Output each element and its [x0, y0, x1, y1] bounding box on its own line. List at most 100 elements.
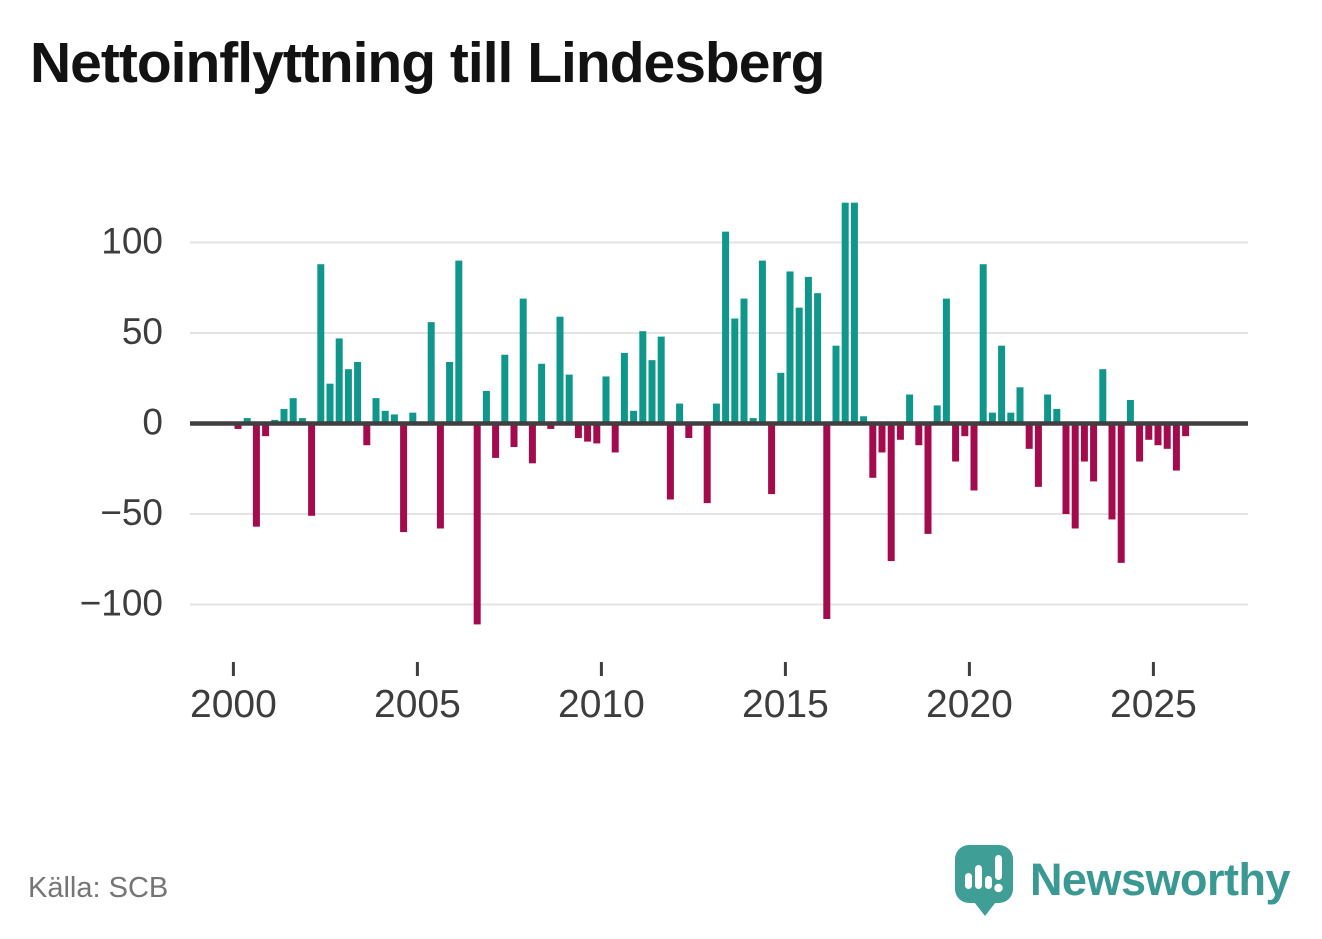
- bar: [1080, 423, 1088, 462]
- bar: [648, 360, 656, 424]
- bar: [574, 423, 582, 438]
- bar: [639, 331, 647, 424]
- bar: [1154, 423, 1162, 446]
- bar: [657, 336, 665, 424]
- bar: [252, 423, 260, 527]
- bar: [354, 361, 362, 424]
- y-tick-label: 50: [122, 311, 163, 352]
- bar: [961, 423, 969, 437]
- bar: [326, 383, 334, 424]
- bar: [317, 264, 325, 424]
- bar: [528, 423, 536, 464]
- bar: [455, 260, 463, 424]
- bar: [814, 293, 822, 424]
- bar: [482, 390, 490, 424]
- bar: [841, 202, 849, 424]
- bar: [915, 423, 923, 446]
- bar: [676, 403, 684, 424]
- bar: [850, 202, 858, 424]
- bar: [906, 394, 914, 424]
- bar: [878, 423, 886, 453]
- bar: [988, 412, 996, 424]
- bar: [630, 410, 638, 424]
- bar: [722, 231, 730, 424]
- bar: [547, 423, 555, 429]
- bar: [473, 423, 481, 625]
- bar: [1071, 423, 1079, 529]
- newsworthy-wordmark: Newsworthy: [1029, 854, 1291, 905]
- bar: [519, 298, 527, 424]
- bar: [952, 423, 960, 462]
- bar: [308, 423, 316, 516]
- page-title: Nettoinflyttning till Lindesberg: [30, 31, 825, 95]
- bar: [243, 418, 251, 424]
- bar: [1025, 423, 1033, 449]
- bar: [1136, 423, 1144, 462]
- bar: [1172, 423, 1180, 471]
- bar: [933, 405, 941, 424]
- bar: [749, 418, 757, 424]
- bar: [823, 423, 831, 619]
- bar: [740, 298, 748, 424]
- bar: [924, 423, 932, 534]
- bar: [556, 316, 564, 424]
- bar: [887, 423, 895, 562]
- bar: [611, 423, 619, 453]
- bar: [685, 423, 693, 438]
- x-tick-label: 2025: [1110, 683, 1197, 726]
- bar: [289, 398, 297, 424]
- x-tick-label: 2000: [190, 683, 277, 726]
- bar: [758, 260, 766, 424]
- bar: [363, 423, 371, 446]
- y-tick-label: −50: [100, 492, 163, 533]
- bar: [786, 271, 794, 424]
- bar: [427, 322, 435, 424]
- bar: [390, 414, 398, 424]
- bar: [510, 423, 518, 448]
- bar: [768, 423, 776, 495]
- y-tick-label: 100: [101, 221, 163, 262]
- newsworthy-logo: Newsworthy: [952, 842, 1291, 918]
- bar: [565, 374, 573, 424]
- bar: [372, 398, 380, 424]
- bar: [731, 318, 739, 424]
- bar: [298, 418, 306, 424]
- bar: [712, 403, 720, 424]
- bar: [666, 423, 674, 500]
- bar: [1062, 423, 1070, 514]
- bar: [1145, 423, 1153, 440]
- bar: [1016, 387, 1024, 424]
- bar: [979, 264, 987, 424]
- bar: [860, 416, 868, 424]
- bar: [795, 307, 803, 424]
- bar: [344, 369, 352, 424]
- x-tick-label: 2005: [374, 683, 461, 726]
- bar: [1044, 394, 1052, 424]
- bar: [703, 423, 711, 504]
- bar: [832, 345, 840, 424]
- bar: [538, 363, 546, 424]
- y-tick-label: 0: [142, 402, 163, 443]
- bar: [409, 412, 417, 424]
- bar: [869, 423, 877, 478]
- bar: [400, 423, 408, 533]
- bar: [1108, 423, 1116, 520]
- bar: [1117, 423, 1125, 563]
- bar: [1090, 423, 1098, 482]
- bar: [234, 423, 242, 429]
- y-tick-label: −100: [80, 583, 163, 624]
- bar: [1182, 423, 1190, 437]
- bar: [1163, 423, 1171, 449]
- bar: [1099, 369, 1107, 424]
- bar: [584, 423, 592, 442]
- bar: [446, 361, 454, 424]
- x-tick-label: 2015: [742, 683, 829, 726]
- bar: [492, 423, 500, 458]
- bar: [280, 409, 288, 424]
- bar: [998, 345, 1006, 424]
- x-tick-label: 2020: [926, 683, 1013, 726]
- x-tick-label: 2010: [558, 683, 645, 726]
- bar: [501, 354, 509, 424]
- source-note: Källa: SCB: [28, 872, 169, 904]
